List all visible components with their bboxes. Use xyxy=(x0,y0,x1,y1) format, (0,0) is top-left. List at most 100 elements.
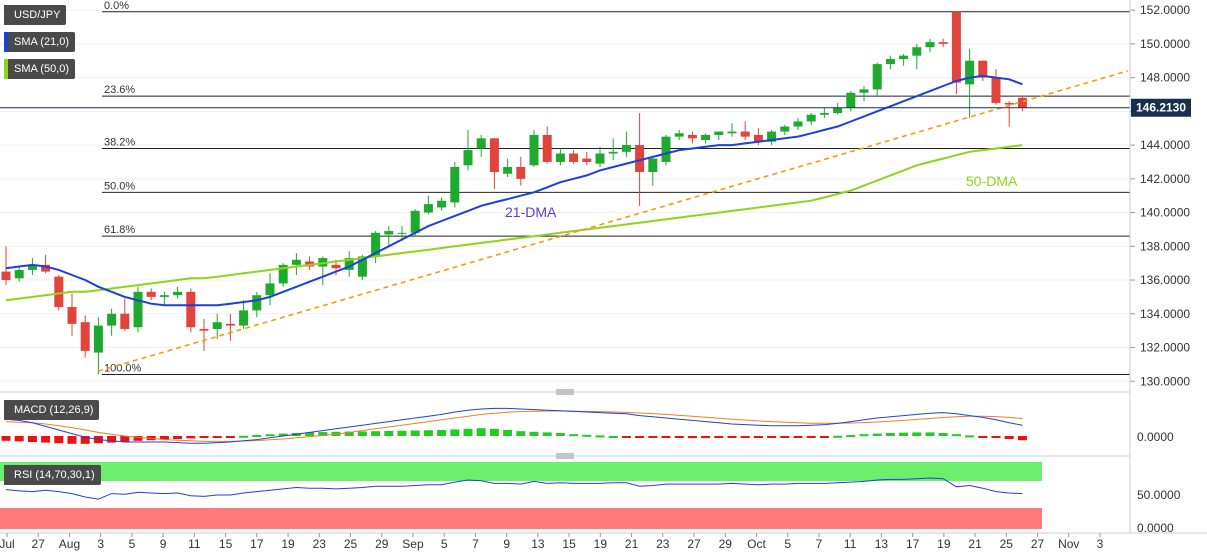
macd-histogram-bar xyxy=(965,435,975,438)
candle-body xyxy=(357,256,367,277)
time-tick-label: 5 xyxy=(129,537,136,551)
time-tick-label: 7 xyxy=(472,537,479,551)
candle-body xyxy=(978,60,988,78)
time-tick-label: 29 xyxy=(375,537,389,551)
candle-body xyxy=(93,325,103,353)
candle-body xyxy=(806,114,816,122)
candle-body xyxy=(212,322,222,329)
time-tick-label: 27 xyxy=(1031,537,1045,551)
macd-histogram-bar xyxy=(318,432,328,436)
macd-histogram-bar xyxy=(437,430,447,436)
time-tick-label: 25 xyxy=(1000,537,1014,551)
time-tick-label: 19 xyxy=(281,537,295,551)
candle-body xyxy=(635,145,645,173)
macd-histogram-bar xyxy=(753,436,763,438)
rsi-overbought-zone xyxy=(0,462,1042,481)
macd-line xyxy=(5,407,1023,444)
candle-body xyxy=(503,167,513,174)
candle-body xyxy=(793,121,803,127)
macd-histogram-bar xyxy=(529,431,539,436)
sma50-legend-label: SMA (50,0) xyxy=(14,63,70,75)
macd-histogram-bar xyxy=(859,434,869,437)
macd-histogram-bar xyxy=(516,431,526,436)
macd-histogram-bar xyxy=(384,430,394,436)
price-tick-label: 142.0000 xyxy=(1140,172,1190,186)
macd-histogram-bar xyxy=(120,436,130,442)
price-tick-label: 138.0000 xyxy=(1140,239,1190,253)
time-tick-label: 21 xyxy=(968,537,982,551)
candle-body xyxy=(450,167,460,203)
macd-legend[interactable]: MACD (12,26,9) xyxy=(4,400,100,420)
macd-histogram-bar xyxy=(978,436,988,438)
candle-body xyxy=(819,113,829,115)
candle-body xyxy=(991,77,1001,103)
sma50-legend[interactable]: SMA (50,0) xyxy=(4,59,76,79)
candle-body xyxy=(1017,97,1027,108)
rsi-legend[interactable]: RSI (14,70,30,1) xyxy=(4,465,101,485)
macd-histogram-bar xyxy=(397,430,407,436)
macd-histogram-bar xyxy=(54,436,64,444)
panel-separator-rsi[interactable] xyxy=(0,453,1130,459)
sma21-line xyxy=(5,74,1023,307)
candle-body xyxy=(410,210,420,233)
candle-body xyxy=(899,55,909,60)
macd-histogram-bar xyxy=(819,436,829,438)
fib-level-label: 38.2% xyxy=(104,136,135,148)
candle-body xyxy=(529,134,539,166)
macd-histogram-bar xyxy=(133,436,143,441)
macd-histogram-bar xyxy=(239,435,249,438)
macd-histogram-bar xyxy=(489,428,499,436)
macd-histogram-bar xyxy=(41,436,51,443)
sma50-line xyxy=(5,144,1023,302)
macd-histogram-bar xyxy=(1017,436,1027,441)
macd-histogram-bar xyxy=(833,435,843,438)
candle-body xyxy=(384,231,394,235)
sma21-annotation: 21-DMA xyxy=(505,204,557,220)
candle-body xyxy=(833,107,843,114)
candle-body xyxy=(938,42,948,44)
macd-histogram-bar xyxy=(885,433,895,436)
macd-histogram-bar xyxy=(344,431,354,436)
candle-body xyxy=(173,291,183,296)
symbol-legend[interactable]: USD/JPY xyxy=(4,5,67,25)
candle-body xyxy=(463,150,473,166)
macd-histogram-bar xyxy=(899,432,909,436)
candle-body xyxy=(423,204,433,213)
macd-histogram-bar xyxy=(740,436,750,438)
time-tick-label: Jul xyxy=(0,537,15,551)
candle-body xyxy=(291,259,301,265)
macd-histogram-bar xyxy=(555,433,565,436)
sma21-legend[interactable]: SMA (21,0) xyxy=(4,32,76,52)
macd-histogram-bar xyxy=(14,436,24,442)
candle-body xyxy=(925,42,935,48)
macd-histogram-bar xyxy=(635,436,645,438)
macd-histogram-bar xyxy=(621,436,631,438)
time-tick-label: 19 xyxy=(937,537,951,551)
macd-histogram xyxy=(1,428,1027,444)
macd-histogram-bar xyxy=(714,436,724,439)
macd-histogram-bar xyxy=(912,432,922,436)
time-tick-label: 3 xyxy=(1097,537,1104,551)
candle-body xyxy=(951,11,961,83)
candle-body xyxy=(120,313,130,329)
macd-histogram-bar xyxy=(357,431,367,436)
macd-histogram-bar xyxy=(503,430,513,436)
macd-panel: 0.0000 xyxy=(1,407,1174,444)
price-tick-label: 150.0000 xyxy=(1140,37,1190,51)
candle-body xyxy=(27,264,37,270)
candle-body xyxy=(569,153,579,162)
time-tick-label: Oct xyxy=(747,537,766,551)
symbol-legend-label: USD/JPY xyxy=(14,9,61,21)
candle-body xyxy=(872,64,882,90)
time-tick-label: Aug xyxy=(59,537,80,551)
time-tick-label: 5 xyxy=(784,537,791,551)
macd-histogram-bar xyxy=(305,432,315,436)
panel-separator-macd[interactable] xyxy=(0,389,1130,395)
macd-histogram-bar xyxy=(265,434,275,437)
fibonacci-levels: 0.0% 23.6% 38.2% 50.0% 61.8% 100.0% xyxy=(102,0,1130,376)
rsi-axis-label-50: 50.0000 xyxy=(1137,488,1181,502)
time-tick-label: 29 xyxy=(719,537,733,551)
macd-histogram-bar xyxy=(463,428,473,436)
candle-body xyxy=(225,323,235,326)
fib-level-label: 50.0% xyxy=(104,180,135,192)
